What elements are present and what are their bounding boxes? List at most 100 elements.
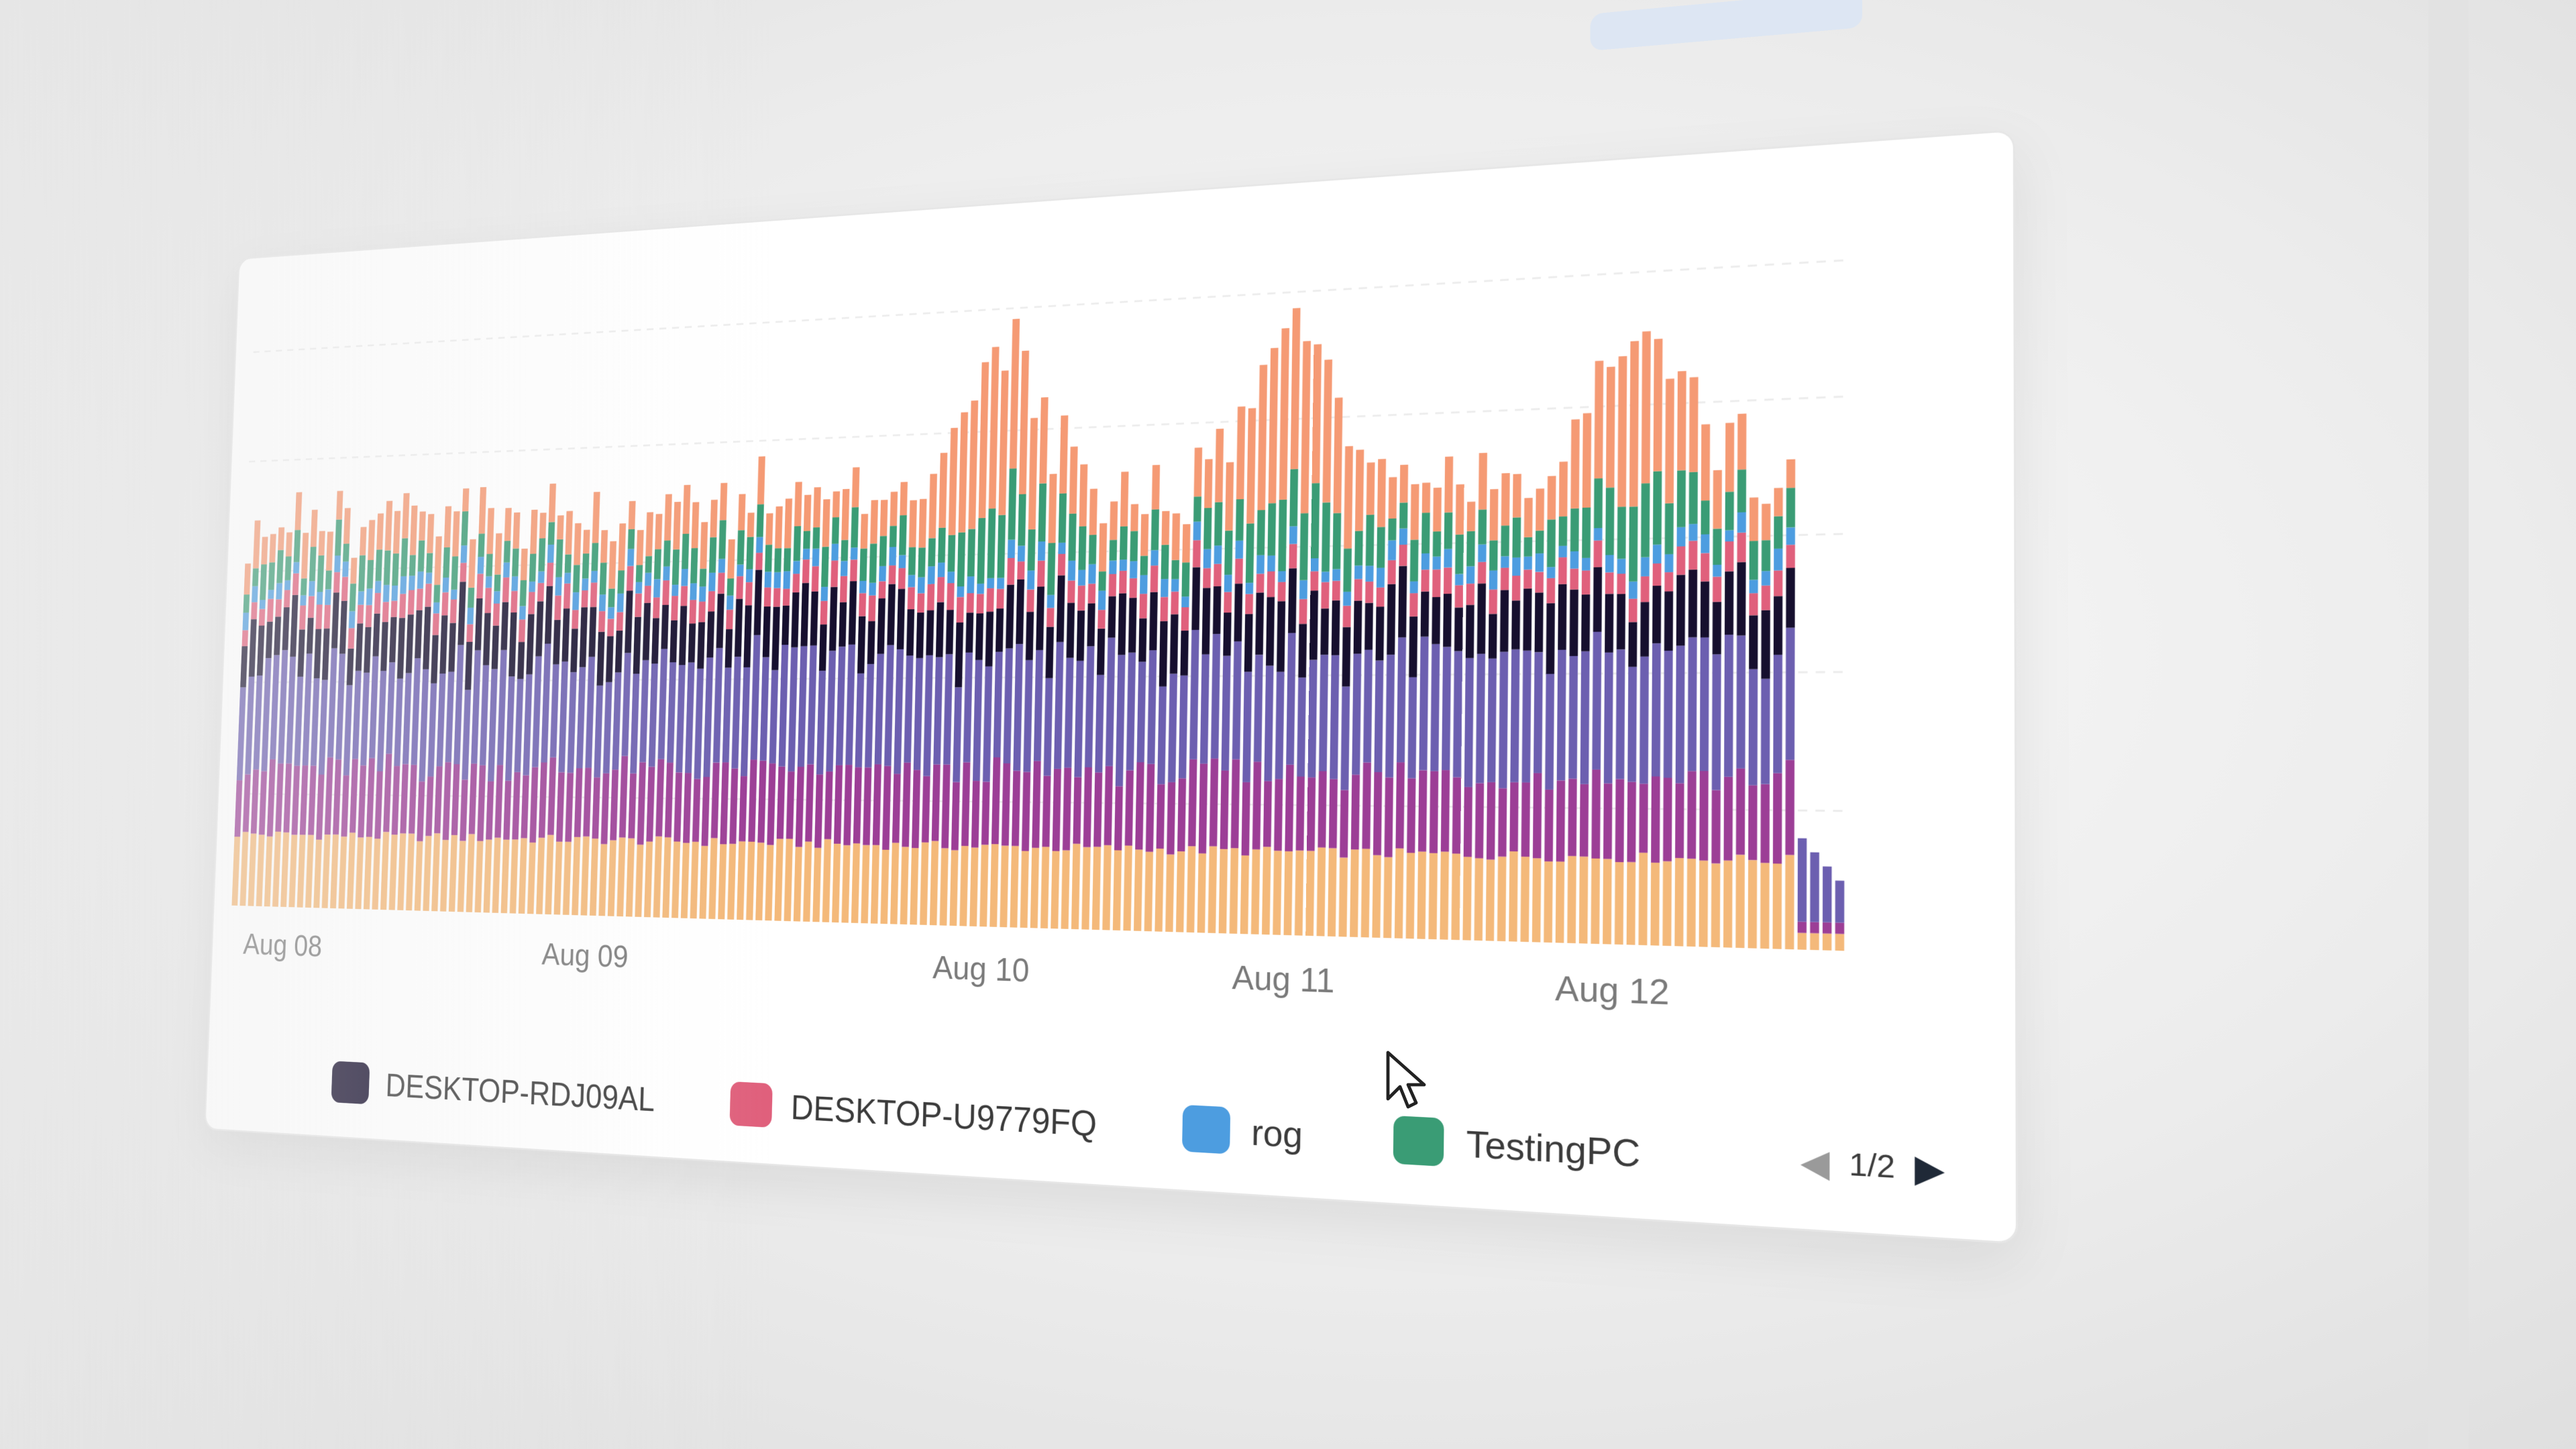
bar-segment[interactable] <box>508 612 517 677</box>
bar-segment[interactable] <box>294 530 301 562</box>
bar-segment[interactable] <box>793 561 800 574</box>
bar-segment[interactable] <box>751 635 761 760</box>
bar-segment[interactable] <box>1466 605 1474 658</box>
bar-segment[interactable] <box>358 765 366 837</box>
bar-segment[interactable] <box>1042 776 1051 847</box>
bar-segment[interactable] <box>570 629 578 672</box>
bar-segment[interactable] <box>1224 531 1232 575</box>
bar-segment[interactable] <box>317 592 323 604</box>
bar-segment[interactable] <box>352 671 362 759</box>
bar-segment[interactable] <box>653 837 662 918</box>
bar-segment[interactable] <box>1489 570 1498 589</box>
bar-segment[interactable] <box>1548 476 1556 519</box>
bar-segment[interactable] <box>1160 597 1168 621</box>
bar-segment[interactable] <box>859 593 866 616</box>
bar-segment[interactable] <box>698 602 706 623</box>
bar-segment[interactable] <box>1365 582 1373 603</box>
bar-segment[interactable] <box>600 563 607 595</box>
bar-segment[interactable] <box>1464 787 1472 857</box>
bar-segment[interactable] <box>1773 655 1782 773</box>
bar-segment[interactable] <box>261 537 268 564</box>
bar-segment[interactable] <box>451 590 458 600</box>
bar-segment[interactable] <box>449 835 458 912</box>
bar-segment[interactable] <box>285 556 292 580</box>
bar-segment[interactable] <box>747 513 755 537</box>
bar-segment[interactable] <box>417 588 423 610</box>
bar-segment[interactable] <box>408 590 415 615</box>
bar-segment[interactable] <box>673 502 681 549</box>
bar-segment[interactable] <box>700 569 707 587</box>
bar-segment[interactable] <box>725 629 733 668</box>
bar-segment[interactable] <box>822 499 830 547</box>
bar-segment[interactable] <box>598 844 607 916</box>
bar-segment[interactable] <box>1653 564 1662 586</box>
bar-segment[interactable] <box>1454 608 1463 651</box>
bar-segment[interactable] <box>1102 845 1112 930</box>
bar-segment[interactable] <box>1159 621 1168 687</box>
bar-segment[interactable] <box>1665 378 1674 503</box>
bar-segment[interactable] <box>1387 584 1395 655</box>
bar-segment[interactable] <box>477 765 486 841</box>
bar-segment[interactable] <box>1823 933 1832 950</box>
bar-segment[interactable] <box>1034 650 1043 761</box>
bar-segment[interactable] <box>1113 850 1122 930</box>
bar-segment[interactable] <box>1762 586 1770 610</box>
bar-segment[interactable] <box>392 766 400 835</box>
bar-segment[interactable] <box>341 775 349 837</box>
bar-segment[interactable] <box>1713 602 1721 654</box>
bar-segment[interactable] <box>1236 499 1244 541</box>
bar-segment[interactable] <box>983 666 992 782</box>
bar-segment[interactable] <box>920 843 928 925</box>
bar-segment[interactable] <box>981 782 990 845</box>
bar-segment[interactable] <box>1664 651 1673 778</box>
bar-segment[interactable] <box>1641 483 1650 557</box>
bar-segment[interactable] <box>1489 590 1497 614</box>
bar-segment[interactable] <box>1594 361 1603 479</box>
bar-segment[interactable] <box>1017 561 1024 580</box>
bar-segment[interactable] <box>486 782 494 840</box>
bar-segment[interactable] <box>1629 598 1638 622</box>
bar-segment[interactable] <box>1328 848 1337 936</box>
bar-segment[interactable] <box>1256 555 1265 574</box>
bar-segment[interactable] <box>1317 847 1326 936</box>
bar-segment[interactable] <box>1689 472 1698 524</box>
bar-segment[interactable] <box>928 566 935 584</box>
bar-segment[interactable] <box>1605 555 1614 572</box>
bar-segment[interactable] <box>252 586 258 602</box>
bar-segment[interactable] <box>1267 555 1275 572</box>
bar-segment[interactable] <box>1289 526 1297 544</box>
bar-segment[interactable] <box>736 576 743 599</box>
bar-segment[interactable] <box>718 520 727 559</box>
bar-segment[interactable] <box>928 538 935 566</box>
bar-segment[interactable] <box>301 578 307 595</box>
bar-segment[interactable] <box>937 577 945 602</box>
bar-segment[interactable] <box>777 767 786 839</box>
bar-segment[interactable] <box>1236 407 1246 500</box>
bar-segment[interactable] <box>1653 471 1662 545</box>
bar-segment[interactable] <box>1012 771 1020 846</box>
bar-segment[interactable] <box>1582 570 1591 594</box>
bar-segment[interactable] <box>1157 686 1167 784</box>
bar-segment[interactable] <box>1749 593 1758 615</box>
bar-segment[interactable] <box>888 566 896 584</box>
bar-segment[interactable] <box>783 589 790 606</box>
bar-segment[interactable] <box>710 500 717 537</box>
bar-segment[interactable] <box>360 527 366 555</box>
bar-segment[interactable] <box>918 499 926 548</box>
bar-segment[interactable] <box>1083 767 1092 847</box>
bar-segment[interactable] <box>1245 594 1253 614</box>
bar-segment[interactable] <box>851 547 858 559</box>
bar-segment[interactable] <box>765 513 773 545</box>
bar-segment[interactable] <box>520 580 527 606</box>
bar-segment[interactable] <box>1214 502 1222 545</box>
bar-segment[interactable] <box>1512 557 1521 576</box>
bar-segment[interactable] <box>253 521 260 569</box>
bar-segment[interactable] <box>1547 519 1556 567</box>
bar-segment[interactable] <box>1523 570 1532 589</box>
bar-segment[interactable] <box>739 776 747 841</box>
bar-segment[interactable] <box>608 541 616 589</box>
bar-segment[interactable] <box>1152 465 1160 510</box>
bar-segment[interactable] <box>1354 600 1362 653</box>
bar-segment[interactable] <box>1375 606 1384 660</box>
bar-segment[interactable] <box>576 667 586 769</box>
